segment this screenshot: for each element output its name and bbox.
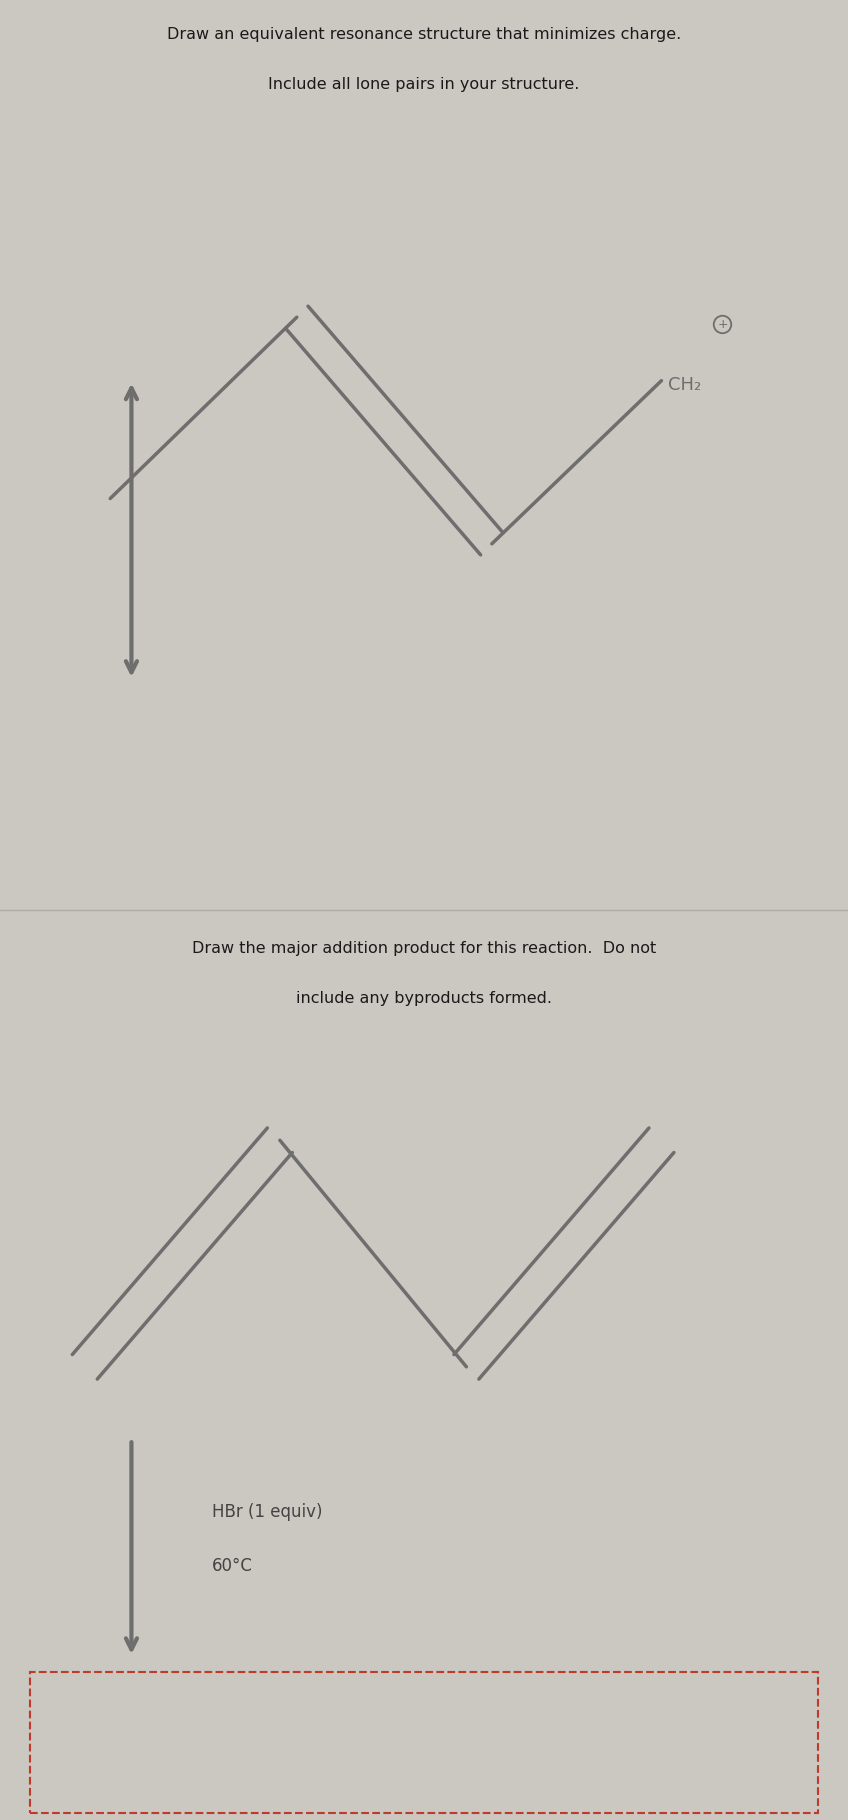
Text: Draw an equivalent resonance structure that minimizes charge.: Draw an equivalent resonance structure t… xyxy=(167,27,681,42)
Text: CH₂: CH₂ xyxy=(668,377,701,395)
Text: include any byproducts formed.: include any byproducts formed. xyxy=(296,990,552,1006)
Bar xyxy=(30,1673,818,1813)
Text: Include all lone pairs in your structure.: Include all lone pairs in your structure… xyxy=(268,76,580,93)
Text: 60°C: 60°C xyxy=(212,1558,253,1576)
Text: +: + xyxy=(717,318,728,331)
Text: HBr (1 equiv): HBr (1 equiv) xyxy=(212,1503,322,1522)
Text: Draw the major addition product for this reaction.  Do not: Draw the major addition product for this… xyxy=(192,941,656,956)
